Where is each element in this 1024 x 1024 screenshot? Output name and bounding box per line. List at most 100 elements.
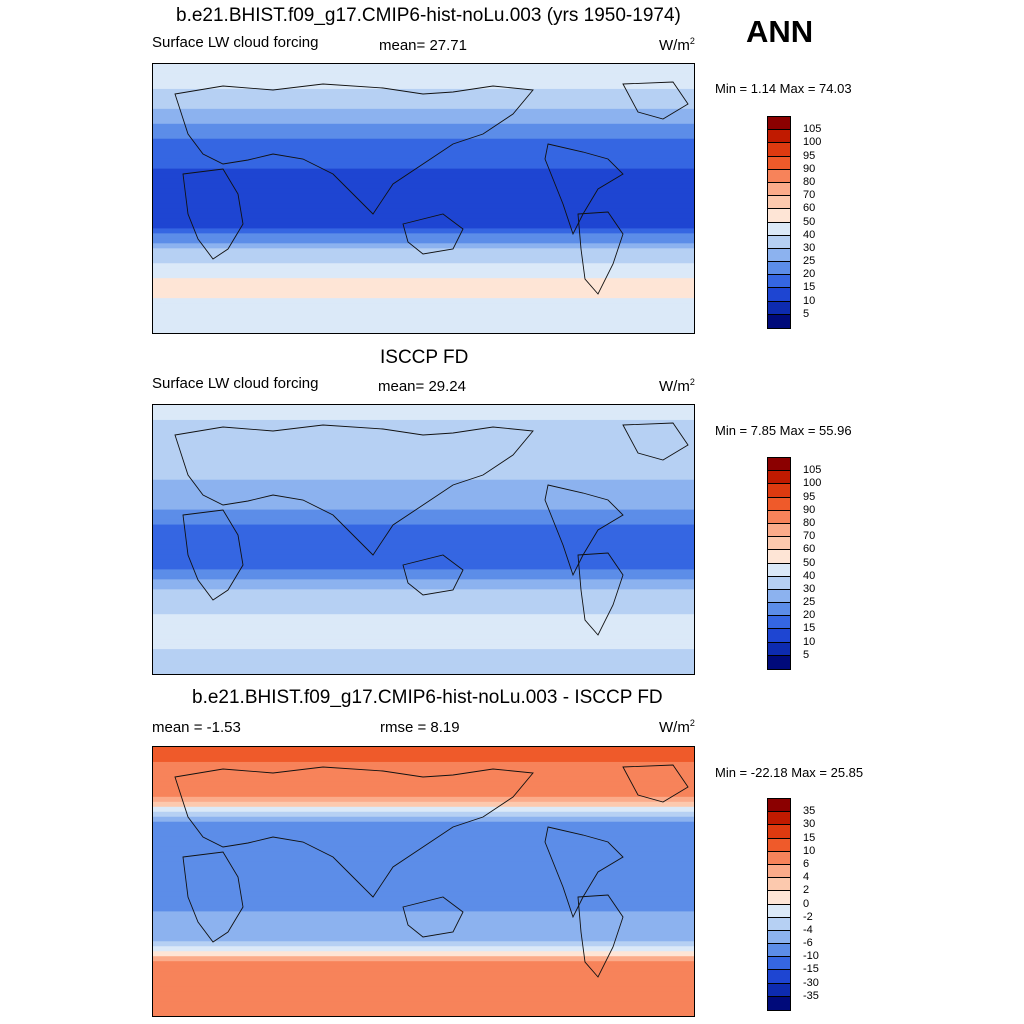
map-latitude-band <box>153 796 694 803</box>
map-latitude-band <box>153 966 694 972</box>
panel-1-minmax: Min = 1.14 Max = 74.03 <box>715 81 852 96</box>
colorbar-box <box>768 510 790 524</box>
map-latitude-band <box>153 986 694 992</box>
colorbar-tick-label: 30 <box>803 818 816 831</box>
panel-2-map <box>152 404 695 675</box>
colorbar-box <box>768 248 790 263</box>
colorbar-tick-label: 15 <box>803 831 816 844</box>
panel-1-title: b.e21.BHIST.f09_g17.CMIP6-hist-noLu.003 … <box>176 5 681 26</box>
map-latitude-band <box>153 313 694 319</box>
colorbar-box <box>768 563 790 577</box>
colorbar-tick-label: 40 <box>803 228 816 241</box>
map-latitude-band <box>153 761 694 768</box>
map-latitude-band <box>153 278 694 284</box>
map-latitude-band <box>153 118 694 125</box>
map-latitude-band <box>153 604 694 610</box>
map-latitude-band <box>153 781 694 788</box>
map-latitude-band <box>153 193 694 200</box>
panel-2-minmax: Min = 7.85 Max = 55.96 <box>715 423 852 438</box>
colorbar-box <box>768 314 790 328</box>
map-latitude-band <box>153 68 694 75</box>
map-latitude-band <box>153 629 694 635</box>
units-superscript: 2 <box>689 718 695 728</box>
coastline <box>182 851 244 943</box>
colorbar-tick-label: 10 <box>803 635 816 648</box>
map-latitude-band <box>153 419 694 426</box>
map-latitude-band <box>153 559 694 566</box>
coastline <box>174 766 534 898</box>
panel-1-map <box>152 63 695 334</box>
map-latitude-band <box>153 293 694 299</box>
panel-3-title: b.e21.BHIST.f09_g17.CMIP6-hist-noLu.003 … <box>192 687 663 708</box>
coastline <box>622 422 689 461</box>
map-latitude-band <box>153 836 694 843</box>
map-latitude-band <box>153 619 694 625</box>
coastline <box>182 509 244 601</box>
colorbar-box <box>768 117 790 131</box>
map-latitude-band <box>153 504 694 511</box>
map-latitude-band <box>153 544 694 551</box>
coastline <box>402 896 464 938</box>
colorbar-tick-label: 60 <box>803 202 816 215</box>
colorbar-box <box>768 576 790 590</box>
map-latitude-band <box>153 173 694 180</box>
map-latitude-band <box>153 248 694 254</box>
map-latitude-band <box>153 891 694 898</box>
map-latitude-band <box>153 103 694 110</box>
colorbar-box <box>768 983 790 997</box>
colorbar-tick-label: 6 <box>803 857 810 870</box>
map-latitude-band <box>153 198 694 205</box>
coastline <box>174 424 534 556</box>
map-latitude-band <box>153 128 694 135</box>
map-latitude-band <box>153 188 694 195</box>
map-latitude-band <box>153 981 694 987</box>
colorbar-box <box>768 655 790 669</box>
map-latitude-band <box>153 936 694 942</box>
map-latitude-band <box>153 288 694 294</box>
colorbar-tick-label: 40 <box>803 569 816 582</box>
colorbar-tick-label: 5 <box>803 648 810 661</box>
panel-2-mean-label: mean= 29.24 <box>378 378 466 395</box>
units-superscript: 2 <box>689 36 695 46</box>
colorbar-box <box>768 864 790 879</box>
map-latitude-band <box>153 886 694 893</box>
map-latitude-band <box>153 549 694 556</box>
map-latitude-band <box>153 871 694 878</box>
colorbar-box <box>768 550 790 564</box>
coastline <box>174 83 534 215</box>
map-latitude-band <box>153 649 694 655</box>
map-latitude-band <box>153 654 694 660</box>
map-latitude-band <box>153 821 694 828</box>
map-latitude-band <box>153 956 694 962</box>
coastline <box>577 552 624 636</box>
map-latitude-band <box>153 243 694 249</box>
colorbar-box <box>768 812 790 826</box>
colorbar-tick-label: -30 <box>803 976 819 989</box>
map-latitude-band <box>153 153 694 160</box>
colorbar-box <box>768 235 790 249</box>
colorbar-tick-label: 105 <box>803 123 822 136</box>
map-latitude-band <box>153 564 694 570</box>
map-latitude-band <box>153 108 694 115</box>
map-latitude-band <box>153 1001 694 1007</box>
map-latitude-band <box>153 258 694 264</box>
map-latitude-band <box>153 178 694 185</box>
colorbar-tick-label: 95 <box>803 490 816 503</box>
map-latitude-band <box>153 484 694 491</box>
map-latitude-band <box>153 951 694 957</box>
map-latitude-band <box>153 213 694 220</box>
map-latitude-band <box>153 98 694 105</box>
coastline <box>622 764 689 803</box>
coastline <box>402 554 464 596</box>
map-latitude-band <box>153 916 694 922</box>
colorbar-tick-label: 30 <box>803 241 816 254</box>
map-latitude-band <box>153 499 694 506</box>
colorbar-box <box>768 616 790 630</box>
map-latitude-band <box>153 921 694 927</box>
map-latitude-band <box>153 911 694 917</box>
map-latitude-band <box>153 876 694 883</box>
colorbar-tick-label: 10 <box>803 294 816 307</box>
map-latitude-band <box>153 93 694 100</box>
colorbar-tick-label: 2 <box>803 884 810 897</box>
map-latitude-band <box>153 203 694 210</box>
